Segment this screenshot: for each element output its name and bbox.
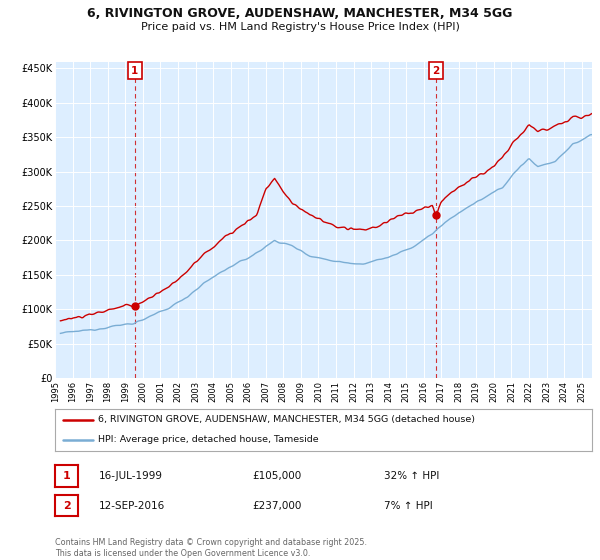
Text: 16-JUL-1999: 16-JUL-1999 [99, 471, 163, 481]
Text: Contains HM Land Registry data © Crown copyright and database right 2025.
This d: Contains HM Land Registry data © Crown c… [55, 538, 367, 558]
Text: 2: 2 [433, 66, 440, 76]
Text: £237,000: £237,000 [252, 501, 301, 511]
Text: 12-SEP-2016: 12-SEP-2016 [99, 501, 165, 511]
Text: HPI: Average price, detached house, Tameside: HPI: Average price, detached house, Tame… [98, 435, 319, 445]
Text: 1: 1 [131, 66, 139, 76]
Text: 7% ↑ HPI: 7% ↑ HPI [384, 501, 433, 511]
Text: 32% ↑ HPI: 32% ↑ HPI [384, 471, 439, 481]
Text: 1: 1 [63, 471, 70, 481]
Text: 2: 2 [63, 501, 70, 511]
Text: Price paid vs. HM Land Registry's House Price Index (HPI): Price paid vs. HM Land Registry's House … [140, 22, 460, 32]
Text: 6, RIVINGTON GROVE, AUDENSHAW, MANCHESTER, M34 5GG: 6, RIVINGTON GROVE, AUDENSHAW, MANCHESTE… [88, 7, 512, 20]
Text: 6, RIVINGTON GROVE, AUDENSHAW, MANCHESTER, M34 5GG (detached house): 6, RIVINGTON GROVE, AUDENSHAW, MANCHESTE… [98, 415, 475, 424]
Text: £105,000: £105,000 [252, 471, 301, 481]
